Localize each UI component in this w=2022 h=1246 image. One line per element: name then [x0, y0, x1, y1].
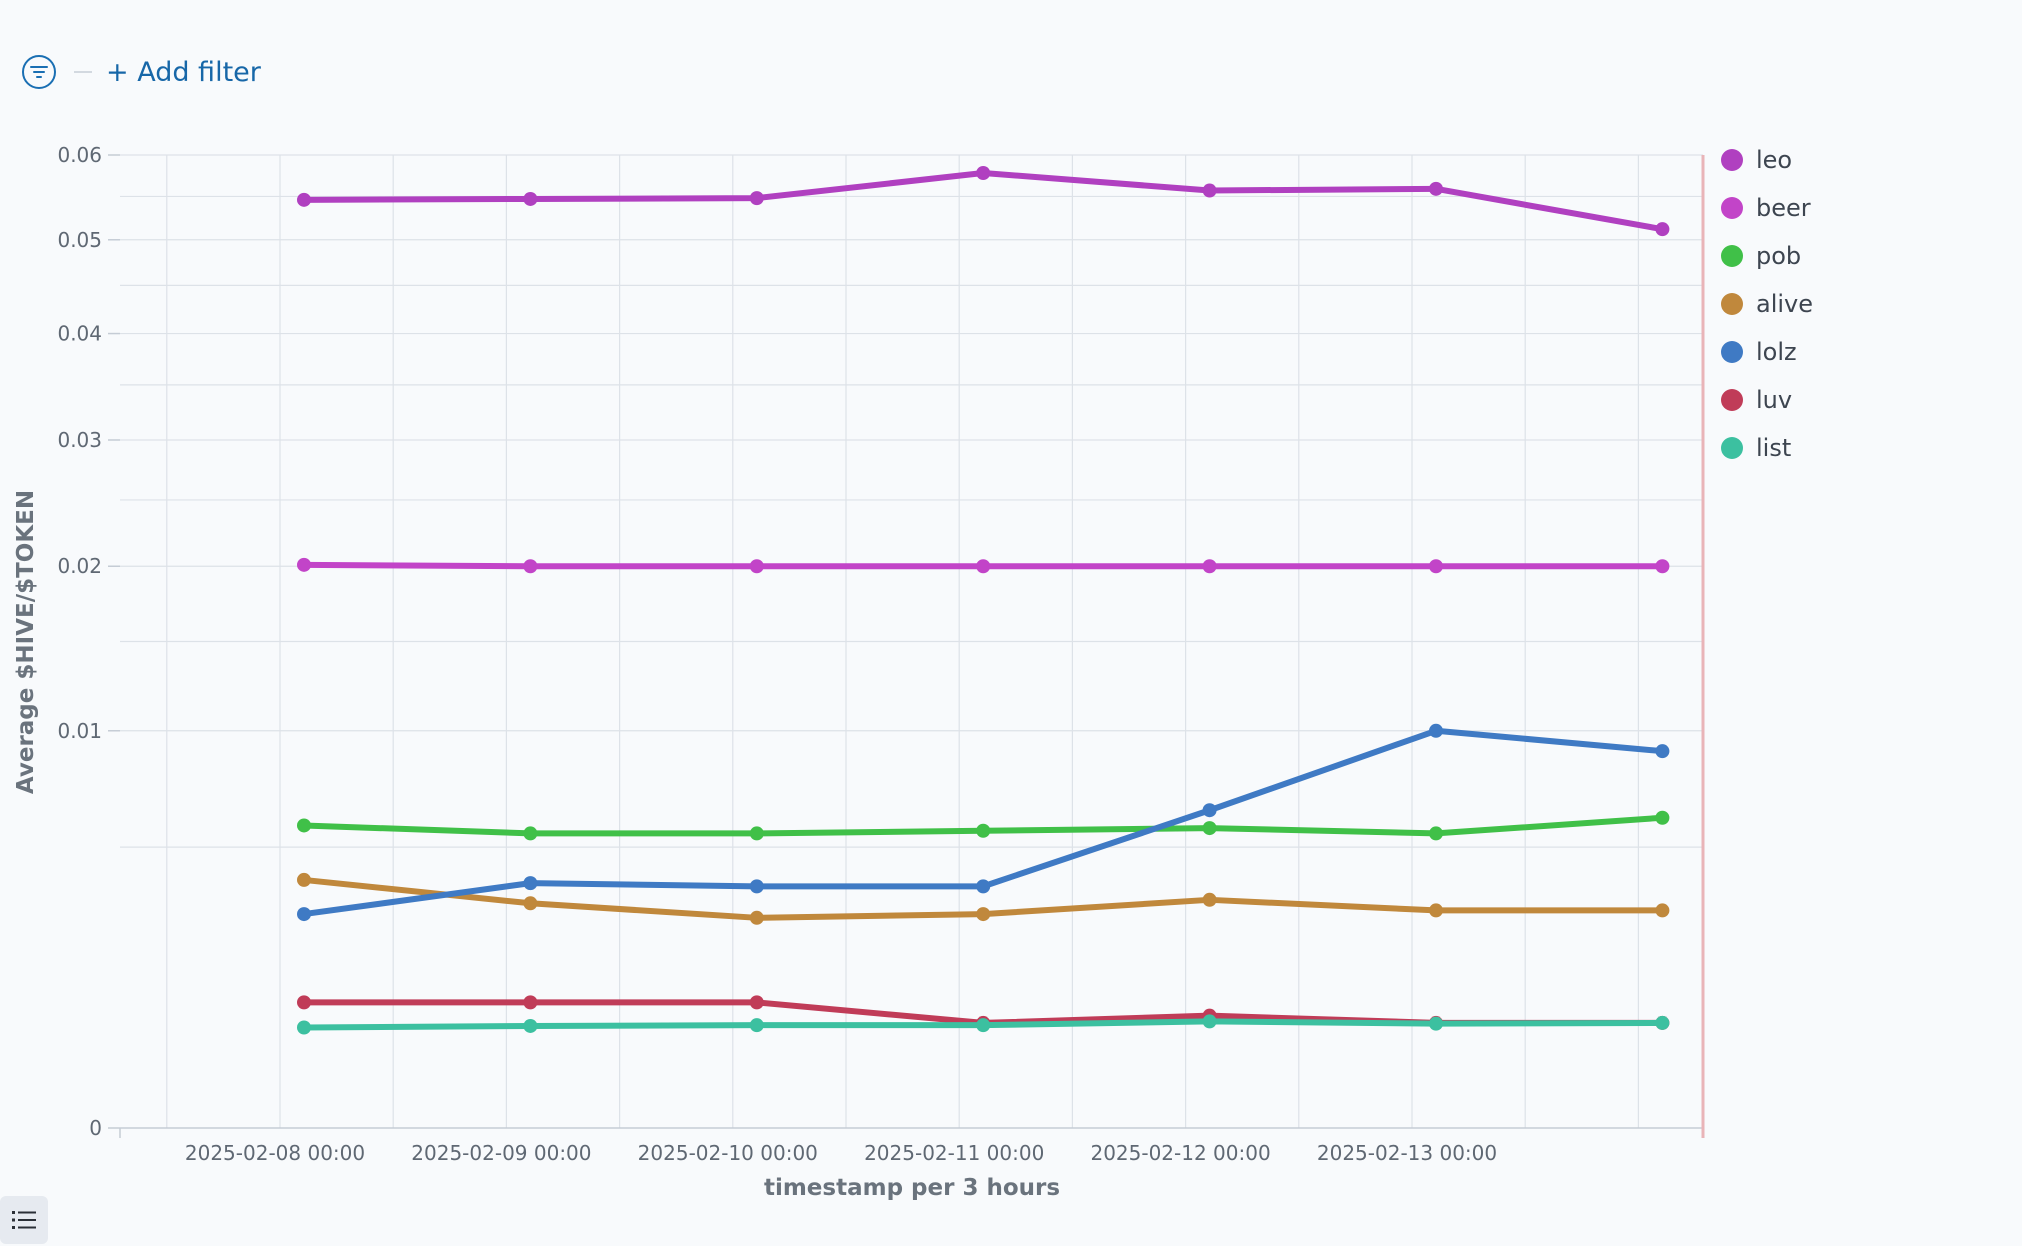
x-tick-label: 2025-02-08 00:00 [185, 1141, 365, 1165]
data-point[interactable] [297, 192, 311, 207]
data-point[interactable] [523, 1018, 538, 1033]
data-point[interactable] [976, 823, 991, 838]
series-pob [297, 810, 1670, 841]
data-point[interactable] [1655, 559, 1670, 574]
data-point[interactable] [749, 879, 764, 894]
data-point[interactable] [749, 826, 764, 841]
data-point[interactable] [297, 818, 311, 833]
x-axis-title: timestamp per 3 hours [764, 1175, 1060, 1201]
series-leo [297, 166, 1670, 237]
y-axis-title: Average $HIVE/$TOKEN [13, 490, 39, 794]
data-point[interactable] [1202, 892, 1217, 907]
data-point[interactable] [523, 559, 538, 574]
data-point[interactable] [1429, 559, 1443, 574]
x-tick-label: 2025-02-09 00:00 [411, 1141, 591, 1165]
legend-item-luv[interactable]: luv [1721, 386, 1792, 414]
data-point[interactable] [976, 907, 991, 922]
legend-label: alive [1756, 290, 1813, 318]
data-point[interactable] [523, 876, 538, 891]
legend-item-beer[interactable]: beer [1721, 194, 1811, 222]
series-line [301, 170, 1666, 233]
legend-swatch [1721, 245, 1743, 267]
legend-label: luv [1756, 386, 1792, 414]
y-tick-label: 0.06 [57, 143, 102, 167]
legend-swatch [1721, 293, 1743, 315]
data-point[interactable] [1429, 181, 1443, 196]
data-point[interactable] [1429, 903, 1443, 918]
x-tick-label: 2025-02-13 00:00 [1317, 1141, 1497, 1165]
filter-icon[interactable] [22, 55, 56, 89]
list-icon [12, 1211, 36, 1229]
legend-swatch [1721, 341, 1743, 363]
data-point[interactable] [1202, 183, 1217, 198]
y-tick-label: 0.01 [57, 719, 102, 743]
data-point[interactable] [523, 191, 538, 206]
data-point[interactable] [523, 995, 538, 1010]
data-point[interactable] [749, 559, 764, 574]
add-filter-button[interactable]: + Add filter [106, 56, 261, 88]
x-tick-label: 2025-02-11 00:00 [864, 1141, 1044, 1165]
data-point[interactable] [1655, 222, 1670, 237]
data-point[interactable] [297, 995, 311, 1010]
data-point[interactable] [1429, 723, 1443, 738]
data-point[interactable] [297, 907, 311, 922]
legend-swatch [1721, 389, 1743, 411]
filter-bar: + Add filter [22, 52, 261, 92]
legend-label: list [1756, 434, 1791, 462]
series-beer [297, 557, 1670, 574]
data-point[interactable] [1655, 903, 1670, 918]
legend-label: leo [1756, 146, 1792, 174]
legend-swatch [1721, 197, 1743, 219]
data-point[interactable] [976, 879, 991, 894]
chart-series [297, 166, 1670, 1035]
legend-label: beer [1756, 194, 1811, 222]
data-point[interactable] [749, 191, 764, 206]
filter-separator [74, 71, 92, 73]
data-point[interactable] [749, 910, 764, 925]
chart-grid [120, 154, 1703, 1128]
y-tick-label: 0.04 [57, 322, 102, 346]
data-point[interactable] [749, 1018, 764, 1033]
x-tick-label: 2025-02-12 00:00 [1090, 1141, 1270, 1165]
data-point[interactable] [1655, 810, 1670, 825]
legend-label: lolz [1756, 338, 1797, 366]
legend-item-alive[interactable]: alive [1721, 290, 1813, 318]
series-lolz [297, 723, 1670, 922]
y-tick-label: 0.03 [57, 428, 102, 452]
data-point[interactable] [297, 557, 311, 572]
data-point[interactable] [1202, 1014, 1217, 1029]
y-tick-label: 0.05 [57, 228, 102, 252]
data-point[interactable] [297, 1020, 311, 1035]
data-point[interactable] [297, 872, 311, 887]
data-point[interactable] [1202, 559, 1217, 574]
x-tick-label: 2025-02-10 00:00 [638, 1141, 818, 1165]
data-point[interactable] [749, 995, 764, 1010]
legend-item-list[interactable]: list [1721, 434, 1791, 462]
legend-swatch [1721, 437, 1743, 459]
data-point[interactable] [523, 896, 538, 911]
legend-item-lolz[interactable]: lolz [1721, 338, 1797, 366]
data-point[interactable] [1655, 744, 1670, 759]
y-tick-label: 0 [89, 1116, 102, 1140]
legend-item-leo[interactable]: leo [1721, 146, 1792, 174]
legend-item-pob[interactable]: pob [1721, 242, 1801, 270]
y-tick-label: 0.02 [57, 554, 102, 578]
data-point[interactable] [976, 1018, 991, 1033]
series-list [297, 1014, 1670, 1035]
legend-toggle-button[interactable] [0, 1196, 48, 1244]
data-point[interactable] [1202, 821, 1217, 836]
chart-axes: 0 0.01 0.02 0.03 0.04 0.05 0.06 2025-02-08 00:0… [13, 143, 1705, 1201]
legend-swatch [1721, 149, 1743, 171]
data-point[interactable] [976, 166, 991, 181]
data-point[interactable] [1429, 1016, 1443, 1031]
chart-legend: leo beer pob alive lolz luv list [1721, 146, 1813, 462]
data-point[interactable] [1202, 803, 1217, 818]
data-point[interactable] [1429, 826, 1443, 841]
legend-label: pob [1756, 242, 1801, 270]
data-point[interactable] [523, 826, 538, 841]
series-alive [297, 872, 1670, 925]
data-point[interactable] [1655, 1015, 1670, 1030]
data-point[interactable] [976, 559, 991, 574]
